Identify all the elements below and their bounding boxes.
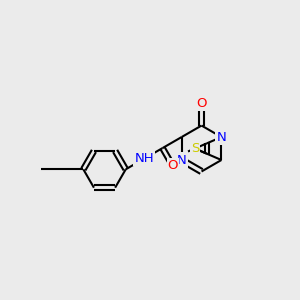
Text: N: N <box>217 130 226 143</box>
Text: O: O <box>168 159 178 172</box>
Text: N: N <box>177 154 187 166</box>
Text: O: O <box>196 97 207 110</box>
Text: S: S <box>191 142 199 155</box>
Text: NH: NH <box>134 152 154 165</box>
